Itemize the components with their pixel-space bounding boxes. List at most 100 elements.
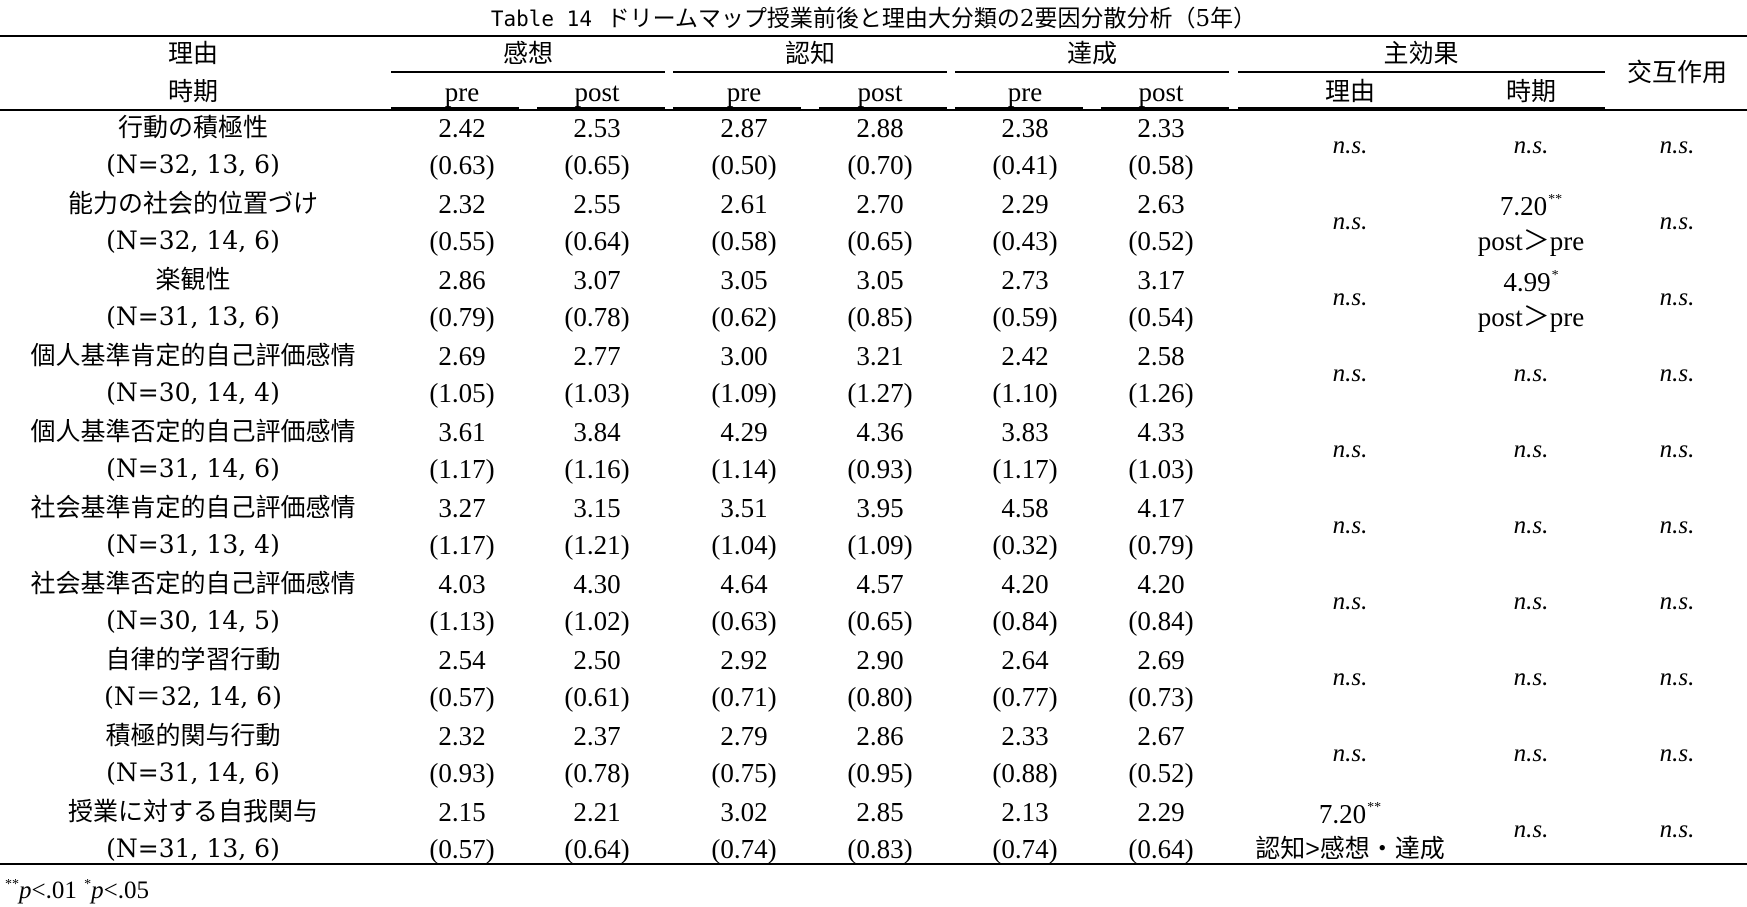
main-effect-time-ns: n.s. [1513,512,1549,539]
mean-value: 2.70 [856,189,904,219]
sd-value: (1.17) [992,454,1058,484]
mean-value: 2.32 [438,721,486,751]
main-effect-time-value: 4.99* [1411,266,1651,298]
sd-value: (0.84) [992,606,1058,636]
mean-value: 2.15 [438,797,486,827]
mean-value: 2.54 [438,645,486,675]
sd-value: (0.74) [992,834,1058,864]
sd-value: (1.09) [847,530,913,560]
mean-value: 2.37 [573,721,621,751]
sd-value: (0.59) [992,302,1058,332]
sd-value: (0.65) [847,226,913,256]
interaction-ns: n.s. [1659,664,1695,691]
subheader-underline [1101,107,1229,109]
header-pre: pre [444,77,480,107]
main-effect-time-comparison: post＞pre [1477,226,1585,256]
header-pre: pre [1007,77,1043,107]
subheader-underline [391,107,519,109]
row-sample-size: (N=30, 14, 5) [106,606,280,635]
sd-value: (0.75) [711,758,777,788]
sd-value: (0.41) [992,150,1058,180]
sd-value: (0.64) [564,834,630,864]
header-main-effect: 主効果 [1383,39,1459,68]
group-underline-ninchi [673,71,947,73]
mean-value: 4.20 [1001,569,1049,599]
header-pre: pre [726,77,762,107]
sd-value: (0.63) [711,606,777,636]
sd-value: (1.03) [1128,454,1194,484]
mean-value: 4.17 [1137,493,1185,523]
sd-value: (0.63) [429,150,495,180]
sd-value: (1.05) [429,378,495,408]
subheader-underline [819,107,947,109]
top-rule [0,35,1747,37]
subheader-underline [673,107,801,109]
mean-value: 2.33 [1137,113,1185,143]
sd-value: (0.78) [564,758,630,788]
footnote-mark-double: ** [5,877,19,892]
header-post: post [1138,77,1184,107]
sd-value: (1.27) [847,378,913,408]
mean-value: 2.50 [573,645,621,675]
footnote-p: p [91,877,104,904]
mean-value: 2.90 [856,645,904,675]
main-effect-reason-value: 7.20** [1230,798,1470,830]
row-sample-size: (N=31, 13, 6) [106,834,280,863]
footnote-p: p [19,877,32,904]
row-sample-size: (N=31, 13, 4) [106,530,280,559]
mean-value: 2.55 [573,189,621,219]
group-underline-kanso [391,71,665,73]
interaction-ns: n.s. [1659,132,1695,159]
interaction-ns: n.s. [1659,816,1695,843]
main-effect-time-ns: n.s. [1513,588,1549,615]
sd-value: (1.04) [711,530,777,560]
header-bottom-rule [0,109,1747,111]
main-effect-reason-ns: n.s. [1332,360,1368,387]
sd-value: (0.61) [564,682,630,712]
sd-value: (0.83) [847,834,913,864]
mean-value: 2.42 [438,113,486,143]
mean-value: 4.58 [1001,493,1049,523]
row-name: 積極的関与行動 [105,721,281,750]
mean-value: 2.63 [1137,189,1185,219]
mean-value: 2.64 [1001,645,1049,675]
row-name: 楽観性 [155,265,231,294]
interaction-ns: n.s. [1659,512,1695,539]
mean-value: 4.03 [438,569,486,599]
f-value: 7.20 [1318,799,1367,829]
sd-value: (0.50) [711,150,777,180]
interaction-ns: n.s. [1659,284,1695,311]
mean-value: 3.02 [720,797,768,827]
header-interaction: 交互作用 [1626,58,1727,87]
header-post: post [574,77,620,107]
sd-value: (0.73) [1128,682,1194,712]
mean-value: 3.07 [573,265,621,295]
main-effect-time-comparison: post＞pre [1477,302,1585,332]
sd-value: (0.80) [847,682,913,712]
sd-value: (0.70) [847,150,913,180]
row-name: 社会基準否定的自己評価感情 [30,569,356,598]
mean-value: 3.51 [720,493,768,523]
f-value: 4.99 [1503,267,1551,297]
sd-value: (1.02) [564,606,630,636]
sd-value: (0.77) [992,682,1058,712]
row-sample-size: (N=30, 14, 4) [106,378,280,407]
sd-value: (0.62) [711,302,777,332]
sd-value: (0.52) [1128,226,1194,256]
sd-value: (1.26) [1128,378,1194,408]
interaction-ns: n.s. [1659,740,1695,767]
main-effect-time-ns: n.s. [1513,740,1549,767]
mean-value: 2.21 [573,797,621,827]
sd-value: (1.17) [429,530,495,560]
sd-value: (1.09) [711,378,777,408]
row-sample-size: (N=32, 14, 6) [106,226,280,255]
mean-value: 3.17 [1137,265,1185,295]
row-name: 社会基準肯定的自己評価感情 [30,493,356,522]
table-number: Table 14 [490,7,592,31]
mean-value: 2.42 [1001,341,1049,371]
sd-value: (0.65) [847,606,913,636]
mean-value: 4.29 [720,417,768,447]
header-main-effect-reason: 理由 [1324,77,1375,106]
f-value: 7.20 [1499,191,1548,221]
sd-value: (0.84) [1128,606,1194,636]
